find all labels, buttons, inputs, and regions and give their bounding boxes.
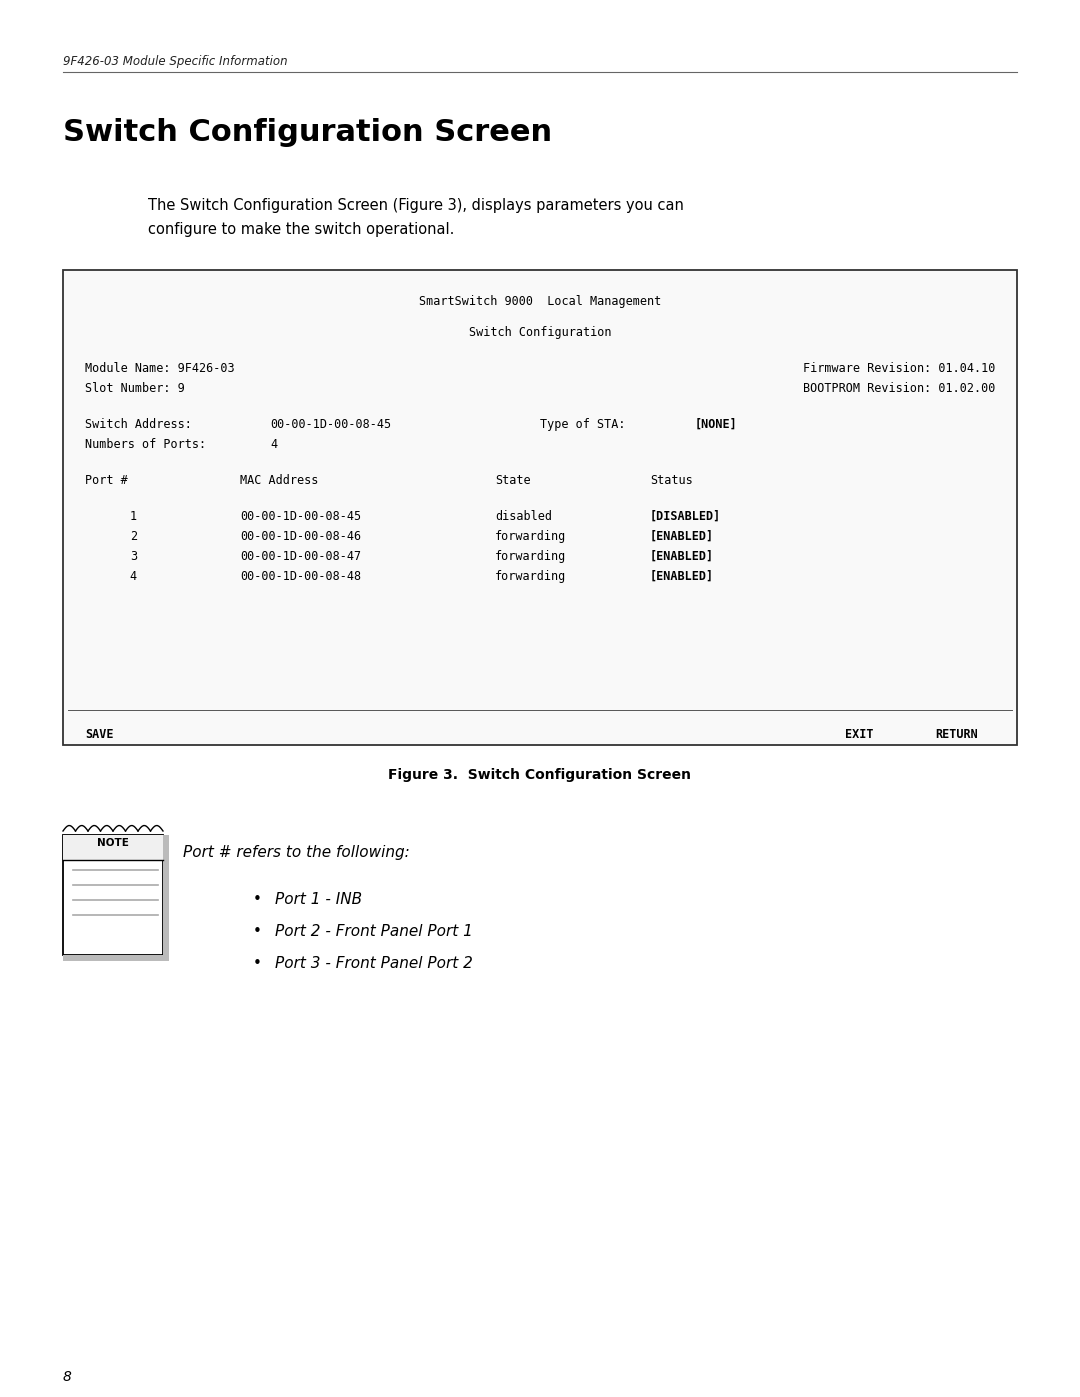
Text: MAC Address: MAC Address xyxy=(240,474,319,488)
Text: 2: 2 xyxy=(130,529,137,543)
Text: BOOTPROM Revision: 01.02.00: BOOTPROM Revision: 01.02.00 xyxy=(802,381,995,395)
Bar xyxy=(163,835,168,958)
Text: Module Name: 9F426-03: Module Name: 9F426-03 xyxy=(85,362,234,374)
Text: NOTE: NOTE xyxy=(97,838,129,848)
Text: forwarding: forwarding xyxy=(495,570,566,583)
Text: Port #: Port # xyxy=(85,474,127,488)
Text: •: • xyxy=(253,923,261,939)
Text: 4: 4 xyxy=(130,570,137,583)
Text: [DISABLED]: [DISABLED] xyxy=(650,510,721,522)
Bar xyxy=(63,270,1017,745)
Text: 00-00-1D-00-08-45: 00-00-1D-00-08-45 xyxy=(270,418,391,432)
Text: Port 3 - Front Panel Port 2: Port 3 - Front Panel Port 2 xyxy=(275,956,473,971)
Text: RETURN: RETURN xyxy=(935,728,977,740)
Text: Switch Configuration Screen: Switch Configuration Screen xyxy=(63,117,552,147)
Text: Switch Configuration: Switch Configuration xyxy=(469,326,611,339)
Text: 00-00-1D-00-08-47: 00-00-1D-00-08-47 xyxy=(240,550,361,563)
Text: Port 2 - Front Panel Port 1: Port 2 - Front Panel Port 1 xyxy=(275,923,473,939)
Text: Port # refers to the following:: Port # refers to the following: xyxy=(183,845,409,861)
Text: Slot Number: 9: Slot Number: 9 xyxy=(85,381,185,395)
Text: Firmware Revision: 01.04.10: Firmware Revision: 01.04.10 xyxy=(802,362,995,374)
Text: 8: 8 xyxy=(63,1370,72,1384)
Text: 00-00-1D-00-08-48: 00-00-1D-00-08-48 xyxy=(240,570,361,583)
Text: 9F426-03 Module Specific Information: 9F426-03 Module Specific Information xyxy=(63,54,287,68)
Text: [ENABLED]: [ENABLED] xyxy=(650,550,714,563)
Text: •: • xyxy=(253,893,261,907)
Text: Type of STA:: Type of STA: xyxy=(540,418,625,432)
Bar xyxy=(63,956,168,961)
Text: 00-00-1D-00-08-45: 00-00-1D-00-08-45 xyxy=(240,510,361,522)
Text: configure to make the switch operational.: configure to make the switch operational… xyxy=(148,222,455,237)
Text: [NONE]: [NONE] xyxy=(696,418,738,432)
Text: forwarding: forwarding xyxy=(495,529,566,543)
Text: [ENABLED]: [ENABLED] xyxy=(650,570,714,583)
Text: 1: 1 xyxy=(130,510,137,522)
Text: Port 1 - INB: Port 1 - INB xyxy=(275,893,362,907)
Text: SmartSwitch 9000  Local Management: SmartSwitch 9000 Local Management xyxy=(419,295,661,307)
Text: •: • xyxy=(253,956,261,971)
Text: 3: 3 xyxy=(130,550,137,563)
Text: forwarding: forwarding xyxy=(495,550,566,563)
Text: Switch Address:: Switch Address: xyxy=(85,418,192,432)
Text: EXIT: EXIT xyxy=(845,728,874,740)
Bar xyxy=(63,835,163,861)
Text: State: State xyxy=(495,474,530,488)
Text: SAVE: SAVE xyxy=(85,728,113,740)
Bar xyxy=(63,835,163,956)
Text: [ENABLED]: [ENABLED] xyxy=(650,529,714,543)
Text: Numbers of Ports:: Numbers of Ports: xyxy=(85,439,206,451)
Text: Figure 3.  Switch Configuration Screen: Figure 3. Switch Configuration Screen xyxy=(389,768,691,782)
Text: 4: 4 xyxy=(270,439,278,451)
Text: 00-00-1D-00-08-46: 00-00-1D-00-08-46 xyxy=(240,529,361,543)
Text: Status: Status xyxy=(650,474,692,488)
Text: disabled: disabled xyxy=(495,510,552,522)
Text: The Switch Configuration Screen (Figure 3), displays parameters you can: The Switch Configuration Screen (Figure … xyxy=(148,198,684,212)
